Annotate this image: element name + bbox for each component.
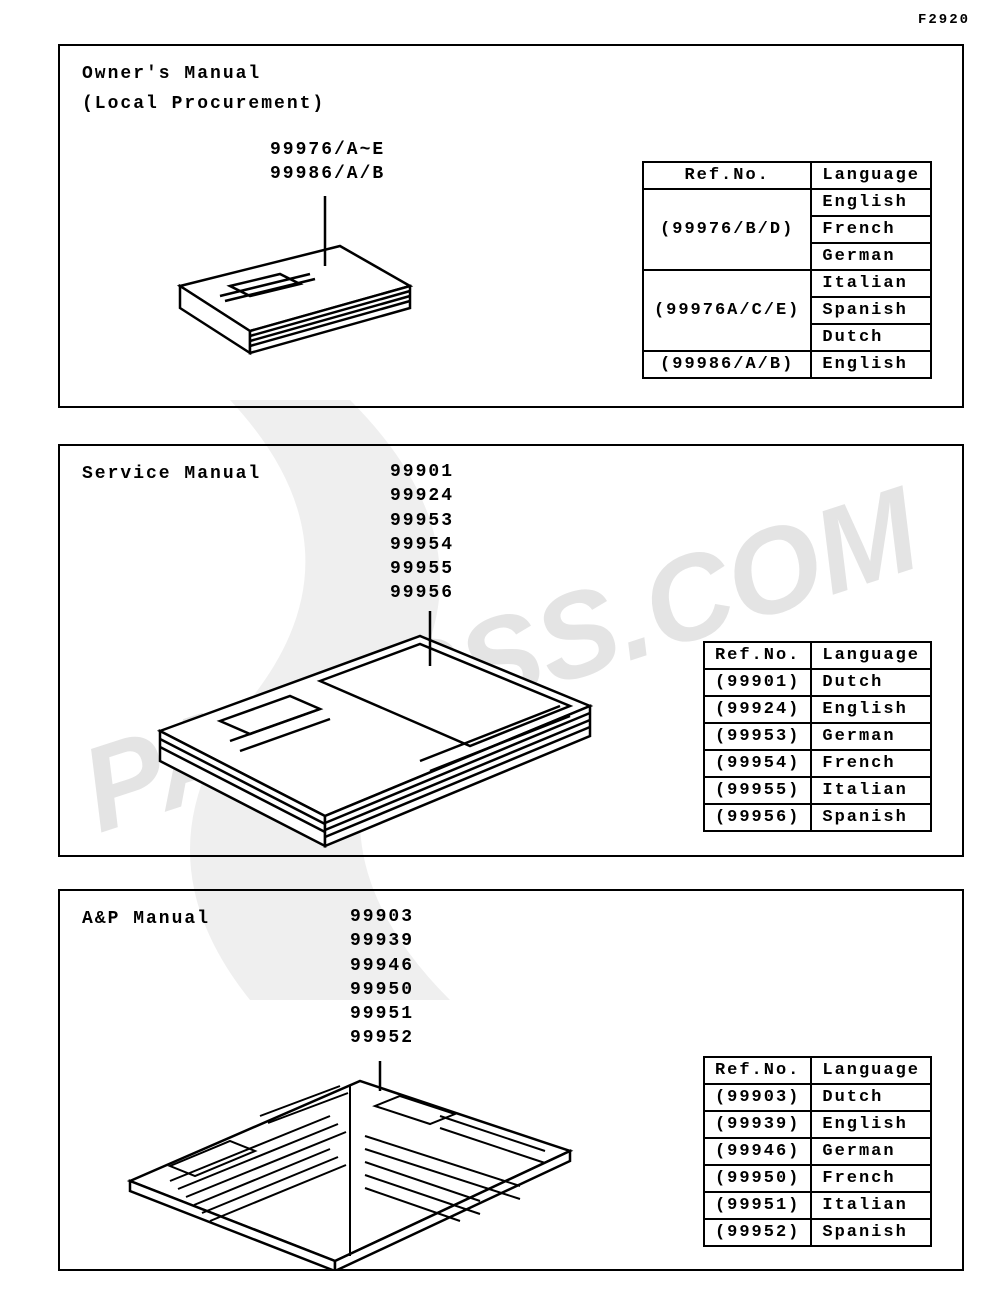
ref-cell: (99939) — [704, 1111, 811, 1138]
section-owners-manual: Owner's Manual (Local Procurement) 99976… — [58, 44, 964, 408]
table-header: Language — [811, 1057, 931, 1084]
lang-cell: French — [811, 1165, 931, 1192]
ref-cell: (99956) — [704, 804, 811, 831]
table-row: (99956)Spanish — [704, 804, 931, 831]
lang-cell: French — [811, 750, 931, 777]
table-row: (99939)English — [704, 1111, 931, 1138]
ref-cell: (99950) — [704, 1165, 811, 1192]
table-row: (99955)Italian — [704, 777, 931, 804]
lang-cell: Spanish — [811, 804, 931, 831]
lang-cell: French — [811, 216, 931, 243]
table-row: (99950)French — [704, 1165, 931, 1192]
reference-table: Ref.No.Language(99976/B/D)EnglishFrenchG… — [642, 161, 932, 379]
lang-cell: Spanish — [811, 1219, 931, 1246]
table-row: (99951)Italian — [704, 1192, 931, 1219]
lang-cell: German — [811, 723, 931, 750]
lang-cell: Dutch — [811, 669, 931, 696]
part-numbers: 99903 99939 99946 99950 99951 99952 — [350, 905, 414, 1051]
lang-cell: Italian — [811, 270, 931, 297]
ref-cell: (99952) — [704, 1219, 811, 1246]
ref-cell: (99976A/C/E) — [643, 270, 811, 351]
table-row: (99954)French — [704, 750, 931, 777]
ref-cell: (99955) — [704, 777, 811, 804]
table-header: Language — [811, 162, 931, 189]
ref-cell: (99903) — [704, 1084, 811, 1111]
lang-cell: German — [811, 243, 931, 270]
lang-cell: English — [811, 696, 931, 723]
table-row: (99903)Dutch — [704, 1084, 931, 1111]
table-header: Ref.No. — [704, 1057, 811, 1084]
table-row: (99952)Spanish — [704, 1219, 931, 1246]
ref-cell: (99954) — [704, 750, 811, 777]
page-code: F2920 — [918, 12, 970, 28]
section-ap-manual: A&P Manual 99903 99939 99946 99950 99951… — [58, 889, 964, 1271]
ref-cell: (99951) — [704, 1192, 811, 1219]
table-row: (99924)English — [704, 696, 931, 723]
table-header: Ref.No. — [643, 162, 811, 189]
ref-cell: (99976/B/D) — [643, 189, 811, 270]
book-icon — [150, 196, 440, 366]
lang-cell: English — [811, 1111, 931, 1138]
section-title: Service Manual — [82, 464, 261, 484]
table-header: Language — [811, 642, 931, 669]
table-header: Ref.No. — [704, 642, 811, 669]
ref-cell: (99901) — [704, 669, 811, 696]
ref-cell: (99924) — [704, 696, 811, 723]
reference-table: Ref.No.Language(99901)Dutch(99924)Englis… — [703, 641, 932, 832]
ref-cell: (99946) — [704, 1138, 811, 1165]
table-row: (99976A/C/E)Italian — [643, 270, 931, 297]
section-title: A&P Manual — [82, 909, 210, 929]
section-service-manual: Service Manual 99901 99924 99953 99954 9… — [58, 444, 964, 857]
table-row: (99953)German — [704, 723, 931, 750]
lang-cell: Spanish — [811, 297, 931, 324]
part-numbers: 99901 99924 99953 99954 99955 99956 — [390, 460, 454, 606]
lang-cell: Dutch — [811, 1084, 931, 1111]
ref-cell: (99953) — [704, 723, 811, 750]
section-title: Owner's Manual — [82, 64, 261, 84]
lang-cell: Italian — [811, 1192, 931, 1219]
lang-cell: Italian — [811, 777, 931, 804]
part-numbers: 99976/A~E 99986/A/B — [270, 138, 385, 187]
book-icon — [120, 611, 620, 856]
lang-cell: Dutch — [811, 324, 931, 351]
table-row: (99976/B/D)English — [643, 189, 931, 216]
lang-cell: English — [811, 351, 931, 378]
pamphlet-icon — [100, 1061, 590, 1271]
table-row: (99901)Dutch — [704, 669, 931, 696]
ref-cell: (99986/A/B) — [643, 351, 811, 378]
lang-cell: English — [811, 189, 931, 216]
lang-cell: German — [811, 1138, 931, 1165]
table-row: (99986/A/B)English — [643, 351, 931, 378]
section-subtitle: (Local Procurement) — [82, 94, 325, 114]
reference-table: Ref.No.Language(99903)Dutch(99939)Englis… — [703, 1056, 932, 1247]
table-row: (99946)German — [704, 1138, 931, 1165]
